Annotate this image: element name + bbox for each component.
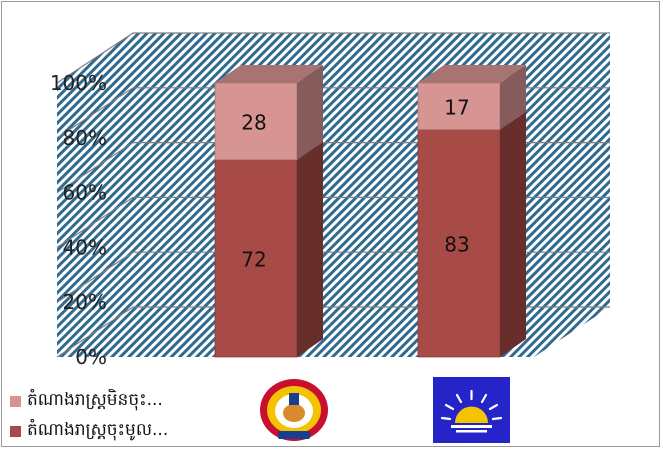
bar-segment-side bbox=[297, 65, 323, 160]
bar-segment-side bbox=[297, 141, 323, 357]
legend-swatch-registered bbox=[10, 425, 21, 437]
bar-segment-top bbox=[418, 65, 526, 83]
data-label: 83 bbox=[444, 232, 469, 256]
gridline bbox=[56, 32, 610, 84]
y-tick-label: 0% bbox=[75, 345, 107, 369]
legend-label-registered: តំណាងរាស្ត្រចុះមូល... bbox=[27, 419, 169, 440]
y-tick-label: 40% bbox=[63, 235, 107, 259]
legend-item-registered: តំណាងរាស្ត្រចុះមូល... bbox=[10, 416, 260, 446]
legend-item-not-registered: តំណាងរាស្ត្រមិនចុះ... bbox=[10, 386, 260, 416]
data-labels: 72 28 83 17 bbox=[241, 95, 469, 271]
side-wall bbox=[57, 33, 133, 357]
bar-segment-side bbox=[500, 65, 526, 130]
y-tick-label: 20% bbox=[63, 290, 107, 314]
y-tick-label: 80% bbox=[63, 126, 107, 150]
data-label: 17 bbox=[444, 95, 469, 119]
y-tick-label: 100% bbox=[50, 71, 107, 95]
floor bbox=[57, 307, 610, 357]
data-label: 28 bbox=[241, 110, 266, 134]
bar-segment-top bbox=[215, 65, 323, 83]
y-tick-label: 60% bbox=[63, 181, 107, 205]
legend-label-not-registered: តំណាងរាស្ត្រមិនចុះ... bbox=[27, 389, 163, 410]
rising-sun-logo bbox=[433, 377, 510, 443]
legend: តំណាងរាស្ត្រមិនចុះ... តំណាងរាស្ត្រចុះមូល… bbox=[10, 386, 260, 446]
bars bbox=[214, 65, 526, 358]
data-label: 72 bbox=[241, 247, 266, 271]
back-wall bbox=[133, 33, 610, 307]
party-emblem-logo bbox=[260, 379, 328, 441]
legend-swatch-not-registered bbox=[10, 395, 21, 407]
bar-segment-side bbox=[500, 111, 526, 357]
chart-walls bbox=[57, 33, 610, 357]
y-axis-ticks: 0% 20% 40% 60% 80% 100% bbox=[50, 71, 107, 369]
